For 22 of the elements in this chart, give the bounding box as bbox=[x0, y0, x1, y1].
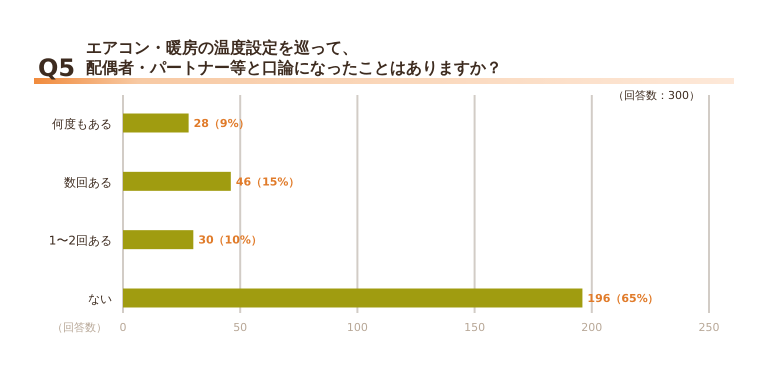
data-label: 28（9%） bbox=[194, 117, 250, 130]
y-tick-label: 何度もある bbox=[52, 117, 112, 131]
data-label: 196（65%） bbox=[587, 292, 659, 305]
data-label: 30（10%） bbox=[198, 234, 262, 247]
chart-title: Q5 bbox=[38, 54, 76, 82]
x-axis-title: （回答数） bbox=[52, 321, 107, 334]
y-tick-label: 1〜2回ある bbox=[48, 234, 112, 248]
x-tick-label: 200 bbox=[581, 321, 602, 334]
bar bbox=[123, 114, 189, 132]
y-tick-label: ない bbox=[88, 292, 112, 306]
x-tick-label: 50 bbox=[233, 321, 248, 334]
chart-subtitle: エアコン・暖房の温度設定を巡って、配偶者・パートナー等と口論になったことはありますか？ bbox=[86, 38, 502, 77]
x-tick-label: 250 bbox=[698, 321, 720, 334]
bar bbox=[123, 288, 582, 308]
data-label: 46（15%） bbox=[236, 175, 300, 188]
bar bbox=[123, 230, 194, 250]
x-tick-label: 150 bbox=[464, 321, 486, 334]
annotation: （回答数：300） bbox=[613, 89, 700, 102]
x-tick-label: 100 bbox=[346, 321, 368, 334]
x-tick-label: 0 bbox=[120, 321, 126, 334]
bar bbox=[123, 172, 231, 191]
y-tick-label: 数回ある bbox=[64, 175, 112, 190]
